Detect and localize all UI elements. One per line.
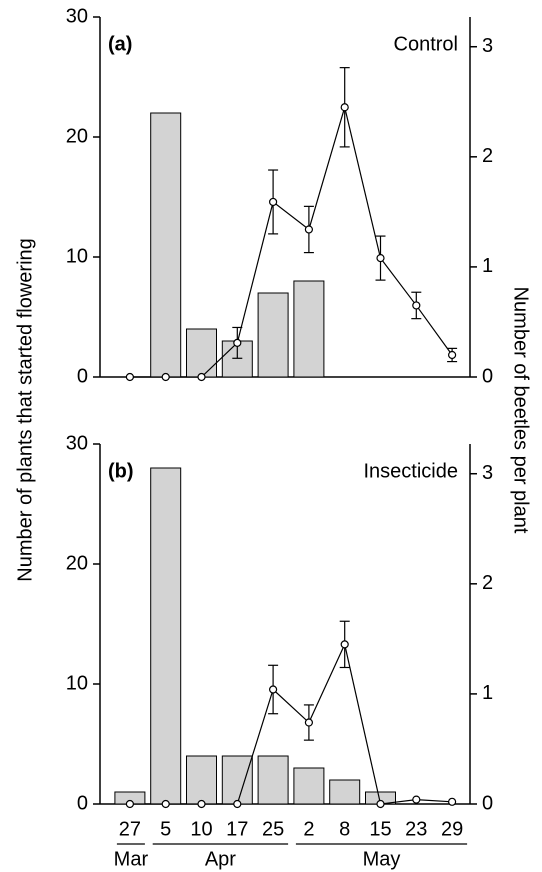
point (304, 718, 313, 727)
point (376, 254, 385, 263)
bar (186, 755, 217, 805)
x-tick-label: 29 (441, 818, 463, 840)
y2-tick-label: 2 (482, 145, 493, 167)
month-label: Apr (205, 848, 236, 870)
bar (293, 280, 325, 378)
x-tick-label: 15 (369, 818, 391, 840)
annotation: Insecticide (364, 460, 459, 482)
point (269, 685, 278, 694)
point (412, 795, 421, 804)
y2-tick-label: 3 (482, 462, 493, 484)
y2-axis-label: Number of beetles per plant (510, 287, 532, 534)
panel-label: (b) (108, 460, 134, 482)
x-tick-label: 17 (226, 818, 248, 840)
x-tick-label: 10 (190, 818, 212, 840)
y-tick-label: 0 (77, 792, 88, 814)
y2-tick-label: 1 (482, 682, 493, 704)
point (125, 372, 134, 382)
y-tick-label: 30 (66, 432, 88, 454)
bar (257, 292, 289, 378)
y-tick-label: 0 (77, 365, 88, 387)
bar (150, 112, 182, 378)
x-tick-label: 25 (262, 818, 284, 840)
bar (186, 328, 217, 378)
month-label: Mar (114, 848, 149, 870)
y-tick-label: 30 (66, 5, 88, 27)
point (233, 338, 242, 347)
point (412, 301, 421, 310)
point (125, 799, 134, 809)
y-tick-label: 10 (66, 672, 88, 694)
y-tick-label: 20 (66, 552, 88, 574)
point (161, 799, 170, 809)
point (340, 640, 349, 649)
y2-tick-label: 0 (482, 365, 493, 387)
annotation: Control (394, 33, 458, 55)
y-tick-label: 20 (66, 125, 88, 147)
point (197, 799, 206, 809)
y2-tick-label: 1 (482, 255, 493, 277)
point (269, 197, 278, 207)
bar (257, 755, 289, 805)
x-tick-label: 8 (339, 818, 350, 840)
y2-tick-label: 0 (482, 792, 493, 814)
y2-tick-label: 3 (482, 35, 493, 57)
panel-label: (a) (108, 33, 132, 55)
y-tick-label: 10 (66, 245, 88, 267)
bar (329, 779, 361, 805)
x-tick-label: 23 (405, 818, 427, 840)
point (161, 372, 170, 382)
point (197, 372, 206, 382)
y-axis-label: Number of plants that started flowering (14, 238, 36, 582)
point (448, 350, 457, 360)
point (304, 225, 313, 234)
point (448, 797, 457, 806)
month-label: May (363, 848, 401, 870)
bar (150, 467, 182, 805)
point (376, 799, 385, 809)
bar (293, 767, 325, 805)
x-tick-label: 27 (119, 818, 141, 840)
bar (221, 755, 253, 805)
x-tick-label: 2 (303, 818, 314, 840)
line (129, 642, 453, 805)
x-tick-label: 5 (160, 818, 171, 840)
point (233, 799, 242, 809)
point (340, 103, 349, 112)
y2-tick-label: 2 (482, 572, 493, 594)
line (129, 104, 453, 378)
